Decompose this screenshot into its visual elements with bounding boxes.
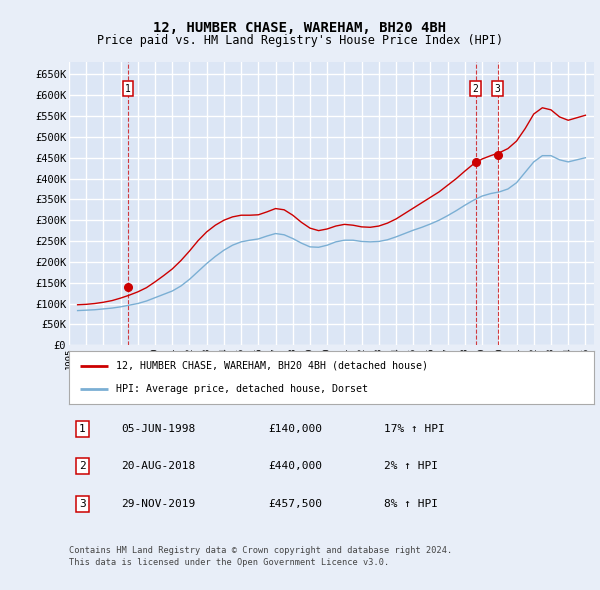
Text: £457,500: £457,500: [269, 499, 323, 509]
Text: 2: 2: [79, 461, 86, 471]
Text: This data is licensed under the Open Government Licence v3.0.: This data is licensed under the Open Gov…: [69, 558, 389, 566]
Text: £140,000: £140,000: [269, 424, 323, 434]
Text: 20-AUG-2018: 20-AUG-2018: [121, 461, 196, 471]
Text: Contains HM Land Registry data © Crown copyright and database right 2024.: Contains HM Land Registry data © Crown c…: [69, 546, 452, 555]
Text: 17% ↑ HPI: 17% ↑ HPI: [384, 424, 445, 434]
Text: £440,000: £440,000: [269, 461, 323, 471]
Text: 05-JUN-1998: 05-JUN-1998: [121, 424, 196, 434]
Text: HPI: Average price, detached house, Dorset: HPI: Average price, detached house, Dors…: [116, 384, 368, 394]
Text: 2% ↑ HPI: 2% ↑ HPI: [384, 461, 438, 471]
Text: 12, HUMBER CHASE, WAREHAM, BH20 4BH: 12, HUMBER CHASE, WAREHAM, BH20 4BH: [154, 21, 446, 35]
Text: 3: 3: [495, 84, 501, 94]
Text: 12, HUMBER CHASE, WAREHAM, BH20 4BH (detached house): 12, HUMBER CHASE, WAREHAM, BH20 4BH (det…: [116, 361, 428, 371]
Text: 2: 2: [473, 84, 479, 94]
Text: 1: 1: [125, 84, 131, 94]
Text: Price paid vs. HM Land Registry's House Price Index (HPI): Price paid vs. HM Land Registry's House …: [97, 34, 503, 47]
Text: 3: 3: [79, 499, 86, 509]
Text: 8% ↑ HPI: 8% ↑ HPI: [384, 499, 438, 509]
Text: 29-NOV-2019: 29-NOV-2019: [121, 499, 196, 509]
Text: 1: 1: [79, 424, 86, 434]
